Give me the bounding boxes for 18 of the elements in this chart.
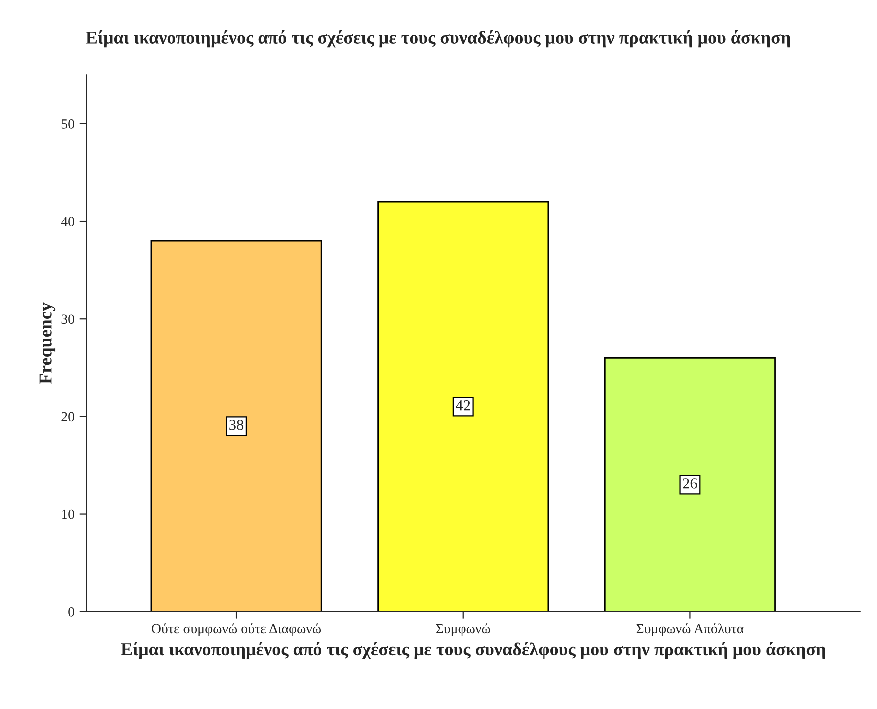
y-tick-label: 20	[62, 412, 74, 422]
bar	[150, 240, 322, 612]
y-tick-label: 10	[62, 510, 74, 520]
data-label: 38	[230, 420, 244, 430]
x-tick-label: Ούτε συμφωνώ ούτε Διαφωνώ	[152, 624, 322, 636]
y-axis-title: Frequency	[40, 302, 56, 384]
x-tick-label: Συμφωνώ	[436, 624, 490, 636]
data-label: 42	[456, 400, 470, 411]
y-tick-label: 0	[68, 607, 74, 617]
y-tick-label: 50	[62, 120, 74, 129]
bar	[378, 201, 550, 612]
data-label: 26	[683, 478, 698, 489]
bar	[604, 357, 776, 612]
y-tick-label: 40	[61, 217, 74, 226]
y-tick-label: 30	[62, 314, 74, 324]
x-axis-title: Είμαι ικανοποιημένος από τις σχέσεις με τους συναδέλφους μου στην πρακτική μου άσκηση	[121, 642, 826, 660]
chart-title: Είμαι ικανοποιημένος από τις σχέσεις με τους συναδέλφους μου στην πρακτική μου άσκηση	[86, 30, 790, 48]
x-tick-label: Συμφωνώ Απόλυτα	[636, 624, 744, 636]
